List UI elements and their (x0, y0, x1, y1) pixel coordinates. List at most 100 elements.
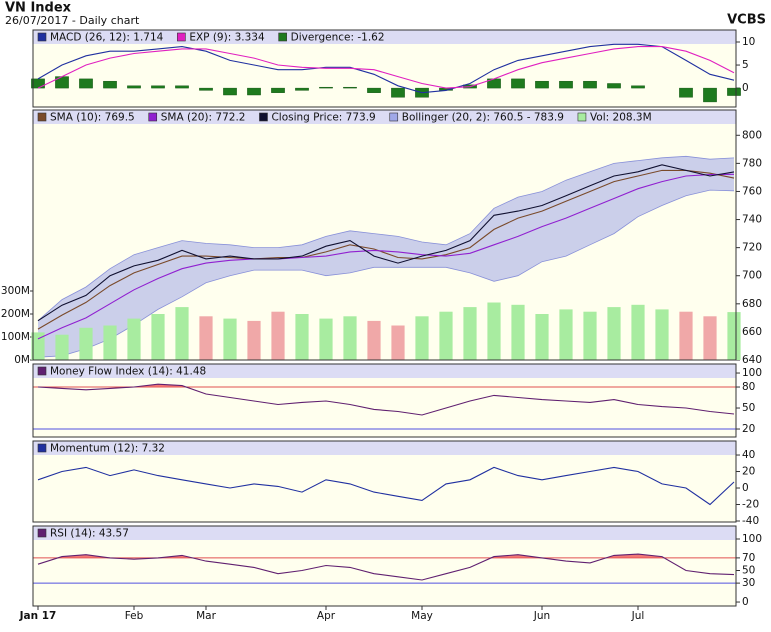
x-tick-label: Jan 17 (19, 610, 57, 622)
x-tick-label: May (411, 610, 433, 622)
volume-bar (295, 314, 309, 360)
divergence-bar (295, 87, 309, 91)
series-line (37, 46, 735, 89)
legend-label: Divergence: -1.62 (291, 32, 385, 44)
y2-tick-label: 300M (1, 285, 30, 297)
series-line (37, 169, 735, 330)
legend-strip (33, 30, 736, 44)
divergence-bar (583, 80, 597, 89)
series-line (37, 173, 735, 340)
divergence-bar (511, 78, 525, 89)
volume-bar (199, 316, 213, 360)
volume-bar (511, 304, 525, 360)
y-tick-label: 0 (742, 596, 749, 608)
legend-label: Momentum (12): 7.32 (50, 443, 165, 455)
volume-bar (439, 311, 453, 360)
x-tick-label: Feb (125, 610, 144, 622)
volume-bar (103, 325, 117, 360)
volume-bar (463, 307, 477, 360)
brand: VCBS (727, 13, 766, 28)
divergence-bar (79, 78, 93, 89)
bollinger-fill (38, 156, 734, 358)
y-tick-label: -20 (742, 499, 759, 511)
volume-bar (127, 318, 141, 360)
y-tick-label: -40 (742, 515, 759, 527)
y-tick-label: 70 (742, 552, 755, 564)
divergence-bar (631, 85, 645, 89)
y-tick-label: 680 (742, 298, 762, 310)
legend-swatch (577, 112, 587, 122)
x-tick-label: Jul (631, 610, 645, 622)
y-tick-label: 30 (742, 577, 755, 589)
divergence-bar (343, 86, 357, 89)
volume-bar (487, 302, 501, 360)
y-tick-label: 20 (742, 423, 755, 435)
legend-swatch (177, 32, 186, 42)
y-tick-label: 80 (742, 381, 755, 393)
x-tick-label: Mar (196, 610, 216, 622)
legend-swatch (259, 112, 268, 122)
volume-bar (247, 320, 261, 360)
legend-swatch (148, 112, 158, 122)
y-tick-label: 0 (742, 482, 749, 494)
legend-swatch (389, 112, 399, 122)
y-tick-label: 50 (742, 565, 755, 577)
divergence-bar (127, 85, 141, 89)
y-tick-label: 780 (742, 157, 762, 169)
volume-bar (583, 311, 597, 360)
y-tick-label: 100 (742, 533, 762, 545)
legend-swatch (278, 32, 287, 42)
overbought-shade (38, 384, 187, 388)
volume-bar (31, 332, 45, 360)
divergence-bar (199, 87, 213, 91)
y2-tick-label: 0M (14, 354, 30, 366)
volume-bar (415, 316, 429, 360)
panel-frame (32, 109, 737, 361)
volume-bar (271, 311, 285, 360)
volume-bar (367, 320, 381, 360)
volume-bar (703, 316, 717, 360)
y-tick-label: 20 (742, 466, 755, 478)
volume-bar (55, 334, 69, 360)
divergence-bar (247, 87, 261, 96)
divergence-bar (727, 87, 741, 96)
legend-strip (33, 364, 736, 378)
legend-label: EXP (9): 3.334 (189, 32, 265, 44)
y-tick-label: 40 (742, 449, 755, 461)
divergence-bar (151, 85, 165, 89)
panel-frame (32, 29, 737, 108)
divergence-bar (103, 80, 117, 89)
divergence-bar (223, 87, 237, 96)
volume-bar (79, 327, 93, 360)
divergence-bar (367, 87, 381, 93)
legend-label: MACD (26, 12): 1.714 (50, 32, 164, 44)
y2-tick-label: 100M (1, 331, 30, 343)
legend-label: Bollinger (20, 2): 760.5 - 783.9 (402, 112, 564, 124)
divergence-bar (319, 86, 333, 89)
y-tick-label: 5 (742, 59, 749, 71)
legend-swatch (37, 443, 47, 453)
legend-strip (33, 441, 736, 455)
volume-bar (631, 304, 645, 360)
panel-frame (32, 525, 737, 607)
bollinger-upper (37, 155, 735, 322)
legend-strip (33, 110, 736, 124)
volume-bar (151, 314, 165, 360)
divergence-bar (679, 87, 693, 98)
legend-label: Vol: 208.3M (590, 112, 652, 124)
y-tick-label: 740 (742, 214, 762, 226)
legend-label: Closing Price: 773.9 (271, 112, 375, 124)
series-line (37, 383, 735, 416)
legend-label: SMA (20): 772.2 (161, 112, 246, 124)
series-line (37, 553, 735, 581)
x-tick-label: Apr (317, 610, 336, 622)
legend-strip (33, 526, 736, 540)
divergence-bar (559, 80, 573, 89)
legend-label: Money Flow Index (14): 41.48 (50, 366, 206, 378)
series-line (37, 43, 735, 94)
volume-bar (391, 325, 405, 360)
panel-frame (32, 440, 737, 523)
volume-bar (655, 309, 669, 360)
volume-bar (607, 307, 621, 360)
